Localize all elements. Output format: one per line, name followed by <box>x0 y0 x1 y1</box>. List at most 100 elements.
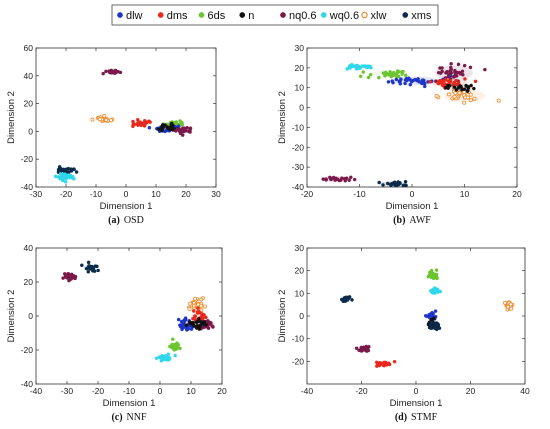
point-6ds <box>396 74 401 79</box>
point-xms <box>346 296 350 300</box>
point-n <box>163 123 167 127</box>
panel-d: -40 -20 0 20 40 -20 -10 0 10 20 30 Dimension 1 Dimen… <box>277 243 530 423</box>
y-tick-label: -20 <box>292 142 305 152</box>
point-dlw <box>386 80 391 84</box>
x-axis-label: Dimension 1 <box>390 398 443 409</box>
point-wq06 <box>350 64 355 69</box>
point-nq06 <box>352 177 357 182</box>
y-tick-label: 40 <box>24 243 34 253</box>
point-n <box>187 320 192 324</box>
point-n <box>197 325 202 330</box>
x-axis-label: Dimension 1 <box>103 398 156 409</box>
y-tick-label: 60 <box>24 43 34 53</box>
point-6ds <box>434 268 439 272</box>
point-n <box>184 323 189 328</box>
x-tick-label: 10 <box>151 189 161 199</box>
point-dlw <box>403 81 407 86</box>
point-xlw <box>472 96 477 101</box>
point-n <box>191 320 196 325</box>
point-wq06 <box>166 352 170 356</box>
x-tick-label: 20 <box>466 386 476 396</box>
point-dms <box>387 362 392 367</box>
point-xlw <box>434 94 439 99</box>
y-tick-label: 40 <box>24 71 34 81</box>
point-xms <box>88 264 92 268</box>
x-tick-label: -10 <box>90 189 103 199</box>
point-xlw <box>452 94 457 99</box>
y-tick-label: -40 <box>21 182 34 192</box>
point-wq06 <box>363 64 368 69</box>
y-tick-label: -30 <box>292 162 305 172</box>
point-xms <box>342 299 347 303</box>
legend-marker-nq06 <box>280 12 286 18</box>
point-n <box>443 85 448 90</box>
point-dms <box>463 77 467 81</box>
x-tick-label: -10 <box>353 189 366 199</box>
point-6ds <box>377 75 381 80</box>
point-6ds <box>401 69 405 74</box>
point-6ds <box>358 74 363 79</box>
point-n <box>170 121 174 126</box>
point-nq06 <box>483 67 487 72</box>
point-dms <box>377 363 382 368</box>
scatter-points <box>61 260 215 363</box>
x-tick-label: 0 <box>414 386 419 396</box>
point-dms <box>132 122 137 127</box>
point-6ds <box>361 70 366 74</box>
point-wq06 <box>159 359 164 363</box>
point-wq06 <box>61 178 65 183</box>
point-dlw <box>184 328 189 332</box>
point-n <box>472 86 476 91</box>
x-axis-label: Dimension 1 <box>100 201 153 212</box>
point-nq06 <box>109 69 114 74</box>
point-wq06 <box>64 176 69 181</box>
panel-caption-name: STMF <box>411 412 438 423</box>
point-dms <box>473 79 478 84</box>
point-dlw <box>403 78 408 82</box>
x-tick-label: 0 <box>410 189 415 199</box>
point-nq06 <box>460 69 465 74</box>
point-xlw <box>104 118 109 123</box>
point-dlw <box>390 79 394 83</box>
point-dms <box>448 78 453 83</box>
panel-c: -40 -30 -20 -10 0 10 20 -40 -20 0 20 40 Dimension 1 D… <box>6 243 227 423</box>
y-axis-label: Dimension 2 <box>277 91 288 144</box>
point-6ds <box>172 343 177 347</box>
point-dlw <box>416 77 420 81</box>
point-xlw <box>503 300 508 305</box>
point-nq06 <box>188 126 193 130</box>
point-xms <box>390 182 394 186</box>
point-nq06 <box>436 70 441 75</box>
y-axis-label: Dimension 2 <box>6 290 17 343</box>
point-wq06 <box>345 67 349 71</box>
point-dlw <box>182 318 186 322</box>
point-dms <box>436 81 441 86</box>
point-dms <box>148 120 152 124</box>
point-n <box>195 319 200 324</box>
point-6ds <box>432 273 437 277</box>
scatter-points <box>53 68 193 184</box>
point-nq06 <box>113 68 118 73</box>
legend-marker-dms <box>157 12 164 18</box>
y-tick-label: 20 <box>24 99 34 109</box>
y-tick-label: 20 <box>295 266 305 276</box>
point-xms <box>74 170 79 174</box>
legend-label-dms: dms <box>167 10 188 22</box>
point-dms <box>392 359 397 364</box>
legend: dlw dms 6ds n nq0.6 wq0.6 xlw xms <box>111 4 439 26</box>
point-xms <box>381 183 385 187</box>
x-tick-label: 10 <box>186 386 196 396</box>
point-nq06 <box>68 277 73 281</box>
point-wq06 <box>154 356 159 360</box>
panel-b: -20 -10 0 10 20 -40 -30 -20 -10 0 10 20 30 Dimension … <box>277 43 522 226</box>
point-xms <box>430 326 435 330</box>
plot-area <box>306 47 518 188</box>
point-nq06 <box>344 176 349 180</box>
point-nq06 <box>181 126 185 130</box>
legend-marker-n <box>239 12 246 18</box>
point-wq06 <box>434 289 439 293</box>
plot-area <box>306 247 526 385</box>
point-6ds <box>384 71 389 76</box>
point-dms <box>142 119 147 123</box>
